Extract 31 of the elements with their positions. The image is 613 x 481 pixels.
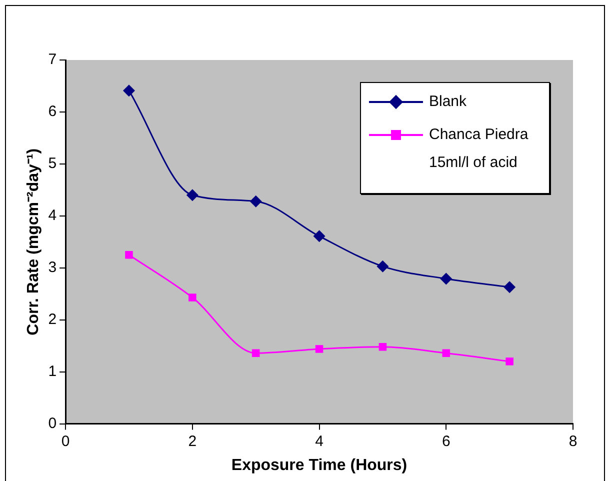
point [125,251,133,259]
point [506,358,514,366]
point [250,195,262,208]
y-tick-label: 1 [48,362,57,380]
y-tick-label: 5 [48,155,57,172]
legend-label: Chanca Piedra 15ml/l of acid [429,125,530,173]
point [186,189,198,202]
point [440,272,452,285]
x-axis-title: Exposure Time (Hours) [231,456,408,474]
point [442,349,450,358]
y-tick-label: 2 [48,311,57,328]
point [376,260,389,272]
point [188,294,196,302]
y-tick-label: 6 [48,103,57,120]
point [504,281,516,294]
x-tick-label: 0 [61,432,70,450]
legend-label: Blank [429,92,468,112]
y-tick-label: 3 [48,259,57,276]
x-tick-label: 2 [188,432,197,450]
y-tick-label: 7 [48,51,57,68]
point [122,84,135,97]
y-tick-label: 4 [48,207,57,224]
point [378,342,387,351]
y-axis-title: Corr. Rate (mgcm⁻²day⁻¹) [25,148,42,336]
point [252,349,260,358]
x-tick-label: 6 [442,432,450,450]
x-tick-label: 4 [315,432,324,450]
y-tick-label: 0 [48,414,57,432]
x-tick-label: 8 [568,432,578,450]
point [313,230,326,242]
point [315,345,324,353]
